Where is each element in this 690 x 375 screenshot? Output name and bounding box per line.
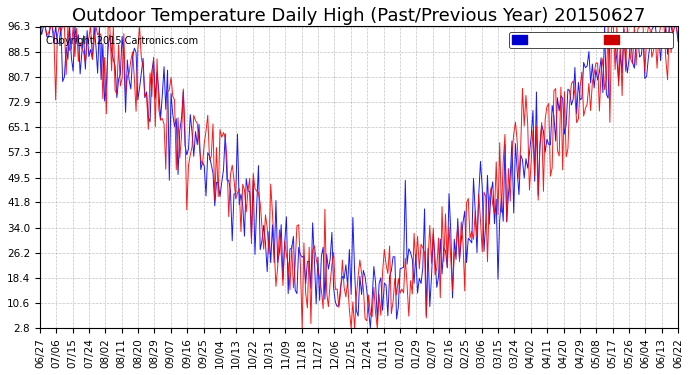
Title: Outdoor Temperature Daily High (Past/Previous Year) 20150627: Outdoor Temperature Daily High (Past/Pre… xyxy=(72,7,646,25)
Text: Copyright 2015 Cartronics.com: Copyright 2015 Cartronics.com xyxy=(46,36,199,45)
Legend: Previous  (°F), Past  (°F): Previous (°F), Past (°F) xyxy=(509,32,673,48)
